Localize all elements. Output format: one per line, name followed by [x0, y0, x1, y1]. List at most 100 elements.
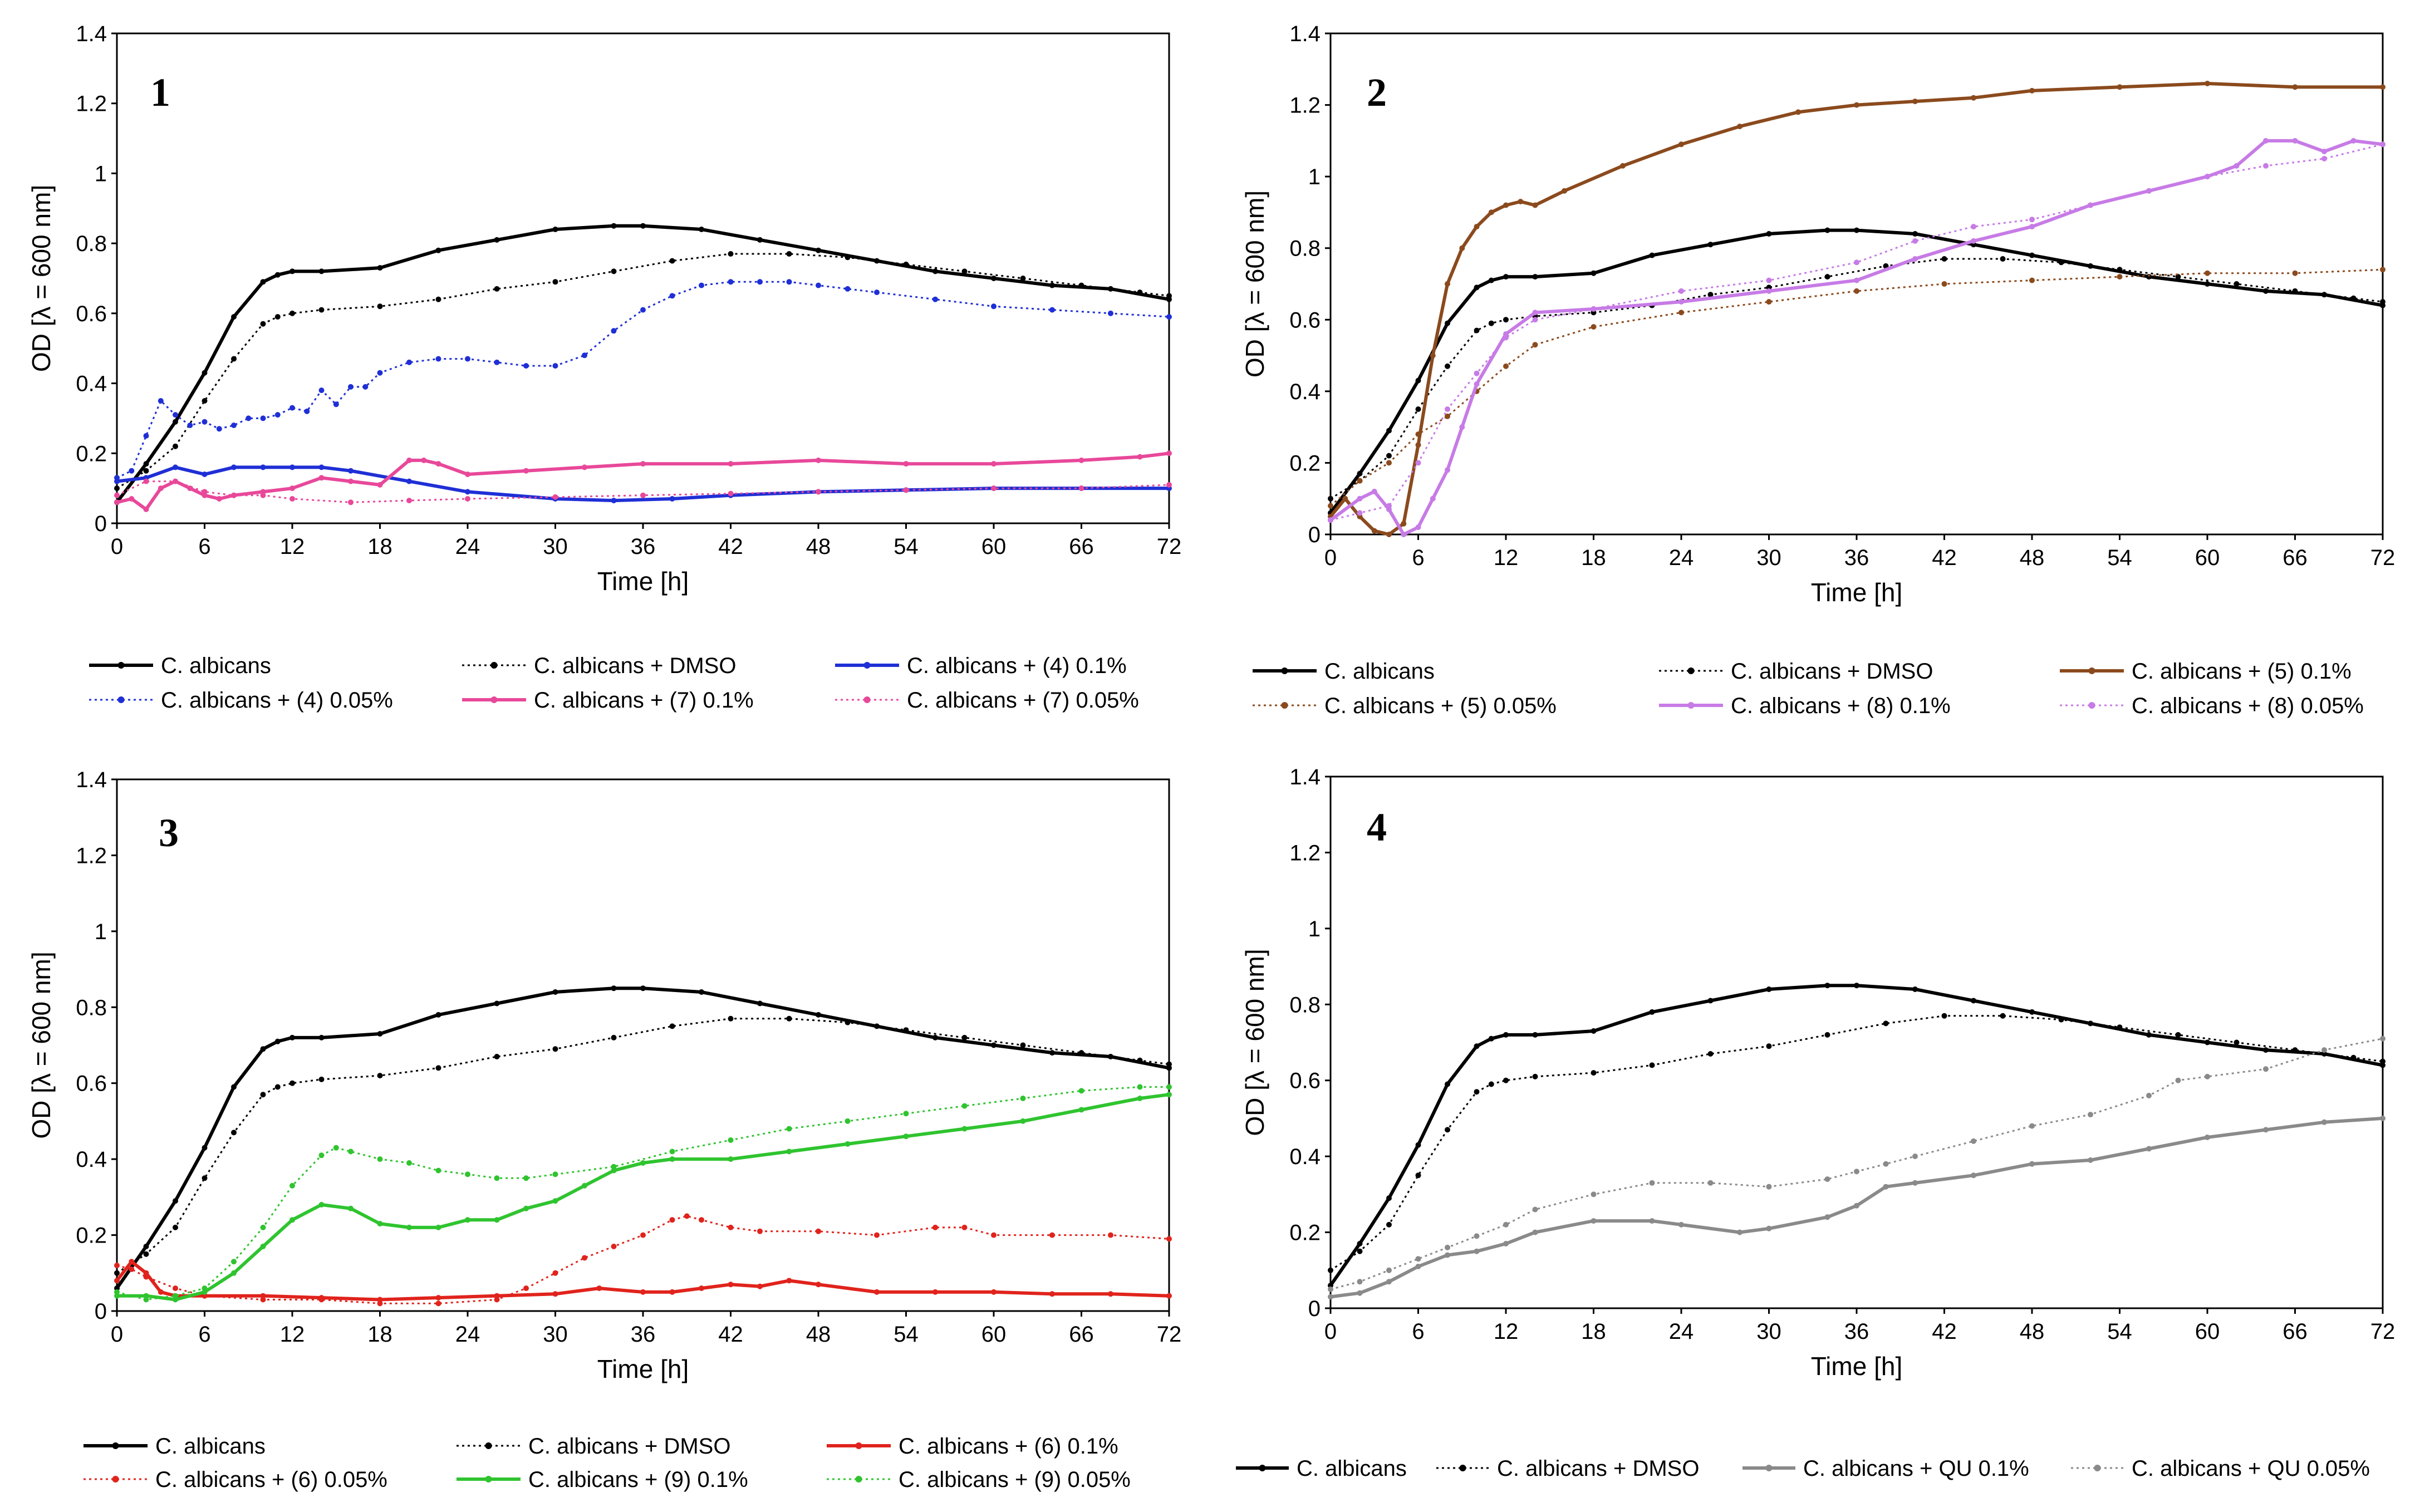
data-point: [318, 1297, 325, 1303]
data-point: [1166, 482, 1172, 488]
data-point: [348, 478, 354, 484]
series-line: [117, 1093, 1170, 1302]
data-point: [494, 1175, 500, 1181]
data-point: [1912, 256, 1918, 262]
data-point: [1488, 1081, 1494, 1087]
data-point: [611, 1244, 617, 1249]
data-point: [318, 1076, 325, 1082]
x-tick-label: 0: [111, 1322, 123, 1347]
data-point: [2205, 270, 2210, 276]
y-tick-label: 1.2: [1289, 94, 1321, 118]
x-tick-label: 6: [198, 1322, 210, 1347]
data-point: [1357, 495, 1363, 502]
legend-marker: [1259, 1465, 1266, 1471]
data-point: [173, 1285, 178, 1292]
data-point: [2263, 1066, 2269, 1072]
y-tick-label: 1.4: [1289, 22, 1321, 46]
x-tick-label: 66: [2283, 1319, 2308, 1344]
data-point: [2234, 281, 2240, 287]
data-point: [2000, 1013, 2006, 1019]
data-point: [1078, 457, 1084, 463]
x-tick-label: 12: [280, 534, 305, 559]
data-point: [816, 282, 821, 288]
series-line: [1330, 258, 2383, 499]
y-tick-label: 0.8: [76, 232, 107, 256]
series-line: [1329, 139, 2383, 536]
x-tick-label: 30: [543, 1322, 568, 1347]
x-tick-label: 42: [718, 1322, 743, 1347]
data-point: [2058, 259, 2064, 266]
data-point: [289, 268, 295, 274]
data-point: [523, 1175, 529, 1181]
x-tick-label: 36: [631, 1322, 656, 1347]
data-point: [304, 408, 310, 414]
data-point: [2146, 274, 2152, 280]
data-point: [1474, 1248, 1480, 1254]
data-point: [1357, 1290, 1363, 1296]
data-point: [1049, 282, 1055, 288]
data-point: [1166, 1293, 1172, 1299]
data-point: [1474, 370, 1480, 376]
data-point: [202, 472, 208, 477]
data-point: [874, 258, 880, 264]
data-point: [173, 1293, 178, 1299]
y-tick-label: 1.2: [76, 843, 107, 868]
panel-3-plot-frame: [116, 778, 1170, 1312]
data-point: [1342, 495, 1348, 502]
data-point: [318, 1152, 325, 1158]
data-point: [1766, 1225, 1772, 1231]
y-tick-label: 0.8: [1289, 993, 1321, 1017]
legend-label: C. albicans + (7) 0.1%: [534, 688, 754, 713]
series-line: [1330, 143, 2383, 521]
data-point: [187, 485, 193, 492]
x-tick-label: 54: [894, 534, 919, 559]
data-point: [874, 1289, 880, 1295]
data-point: [2146, 1032, 2152, 1038]
legend-label: C. albicans + (4) 0.05%: [161, 688, 393, 713]
data-point: [1445, 363, 1450, 369]
data-point: [1503, 1241, 1509, 1246]
data-point: [1328, 517, 1333, 523]
data-point: [216, 496, 222, 502]
data-point: [1049, 1050, 1055, 1056]
data-point: [260, 1297, 266, 1303]
x-tick-label: 30: [1756, 546, 1781, 570]
data-point: [1415, 1256, 1421, 1262]
panel-2-plot-frame: [1329, 32, 2384, 536]
data-point: [1649, 1062, 1655, 1068]
data-point: [494, 1000, 500, 1007]
data-point: [1971, 1172, 1976, 1179]
data-point: [1518, 199, 1524, 205]
data-point: [494, 286, 500, 292]
data-point: [582, 1255, 587, 1261]
data-point: [552, 1291, 558, 1297]
data-point: [932, 268, 938, 274]
series-line: [1330, 1038, 2383, 1290]
x-tick-label: 48: [2020, 546, 2045, 570]
y-tick-label: 0.2: [1289, 1221, 1321, 1245]
data-point: [640, 1232, 646, 1238]
data-point: [231, 464, 237, 470]
data-point: [143, 1251, 149, 1257]
data-point: [932, 1289, 938, 1295]
legend-label: C. albicans + DMSO: [1497, 1456, 1699, 1481]
data-point: [1137, 289, 1143, 296]
data-point: [1328, 1294, 1333, 1300]
data-point: [377, 482, 383, 488]
data-point: [1386, 1221, 1392, 1228]
data-point: [406, 1224, 412, 1230]
y-tick-label: 0: [1308, 523, 1321, 547]
legend-label: C. albicans + (8) 0.1%: [1731, 694, 1951, 718]
legend-label: C. albicans + DMSO: [1731, 659, 1933, 684]
data-point: [1401, 532, 1407, 537]
data-point: [348, 384, 354, 390]
data-point: [1386, 1279, 1392, 1285]
data-point: [158, 398, 164, 404]
data-point: [377, 370, 383, 376]
data-point: [1854, 1202, 1859, 1209]
legend-marker: [117, 662, 125, 669]
data-point: [1445, 1081, 1450, 1087]
data-point: [494, 1217, 500, 1223]
data-point: [640, 461, 646, 467]
x-tick-label: 30: [1756, 1319, 1781, 1344]
